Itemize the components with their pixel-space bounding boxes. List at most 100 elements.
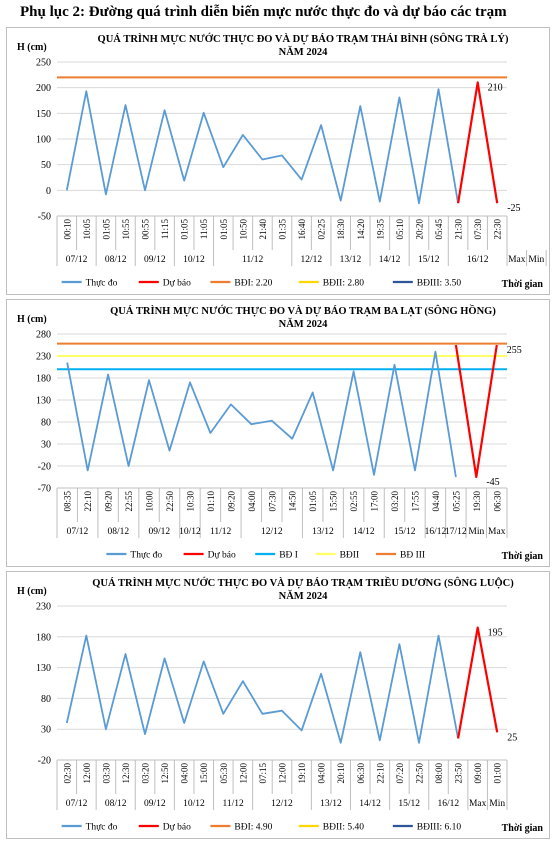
date-group-label: 10/12 xyxy=(179,527,201,537)
legend-item: BĐII xyxy=(340,551,360,561)
legend-item: Dự báo xyxy=(163,279,191,289)
chart-subtitle: NĂM 2024 xyxy=(279,590,328,602)
x-tick-label: 17:55 xyxy=(410,491,420,512)
y-tick-label: 50 xyxy=(41,160,51,171)
legend-item: Thực đo xyxy=(86,279,118,289)
x-tick-label: 22:30 xyxy=(493,219,503,240)
date-group-label: 11/12 xyxy=(222,799,244,809)
chart-svg-thai-binh: QUÁ TRÌNH MỰC NƯỚC THỰC ĐO VÀ DỰ BÁO TRẠ… xyxy=(17,32,547,290)
x-tick-label: 23:50 xyxy=(454,763,464,784)
x-tick-label: 18:30 xyxy=(336,219,346,240)
x-tick-label: 05:45 xyxy=(434,219,444,240)
date-group-label: Min xyxy=(468,527,484,537)
x-tick-label: 15:00 xyxy=(199,763,209,784)
x-tick-label: 01:05 xyxy=(219,219,229,240)
x-tick-label: 03:20 xyxy=(390,491,400,512)
date-group-label: 13/12 xyxy=(340,255,362,265)
data-label: 210 xyxy=(488,83,503,94)
y-tick-label: 0 xyxy=(46,186,51,197)
y-tick-label: -50 xyxy=(38,212,51,223)
x-tick-label: 09:00 xyxy=(473,763,483,784)
date-group-label: 11/12 xyxy=(242,255,264,265)
x-tick-label: 12:00 xyxy=(278,763,288,784)
x-tick-label: 01:05 xyxy=(180,219,190,240)
series-line xyxy=(65,634,459,744)
x-tick-label: 00:10 xyxy=(62,219,72,240)
x-tick-label: 03:20 xyxy=(141,763,151,784)
page-title: Phụ lục 2: Đường quá trình diễn biến mực… xyxy=(20,4,507,20)
x-tick-label: 22:10 xyxy=(83,491,93,512)
y-tick-label: 30 xyxy=(41,725,51,736)
chart-panel-trieu-duong: QUÁ TRÌNH MỰC NƯỚC THỰC ĐO VÀ DỰ BÁO TRẠ… xyxy=(6,571,550,839)
y-tick-label: -70 xyxy=(38,484,51,495)
series-line xyxy=(454,344,498,479)
x-tick-label: 09:20 xyxy=(226,491,236,512)
data-label: 195 xyxy=(488,628,503,639)
y-tick-label: 180 xyxy=(36,374,51,385)
date-group-label: 08/12 xyxy=(108,527,130,537)
x-tick-label: 14:20 xyxy=(356,219,366,240)
date-group-label: 17/12 xyxy=(445,527,467,537)
x-tick-label: 19:10 xyxy=(297,763,307,784)
legend-item: BĐII: 2.80 xyxy=(323,279,364,289)
chart-title: QUÁ TRÌNH MỰC NƯỚC THỰC ĐO VÀ DỰ BÁO TRẠ… xyxy=(92,576,514,589)
y-axis-label: H (cm) xyxy=(17,42,47,53)
date-group-label: 12/12 xyxy=(301,255,323,265)
x-tick-label: 11:15 xyxy=(160,219,170,240)
x-tick-label: 05:25 xyxy=(451,491,461,512)
date-group-label: 16/12 xyxy=(437,799,459,809)
x-tick-label: 12:50 xyxy=(160,763,170,784)
x-tick-label: 01:10 xyxy=(206,491,216,512)
x-tick-label: 19:35 xyxy=(375,219,385,240)
y-tick-label: 200 xyxy=(36,83,51,94)
x-tick-label: 16:40 xyxy=(297,219,307,240)
x-tick-label: 10:50 xyxy=(238,219,248,240)
x-tick-label: 02:25 xyxy=(317,219,327,240)
chart-panel-thai-binh: QUÁ TRÌNH MỰC NƯỚC THỰC ĐO VÀ DỰ BÁO TRẠ… xyxy=(6,27,550,295)
x-tick-label: 10:55 xyxy=(121,219,131,240)
y-tick-label: 250 xyxy=(36,58,51,69)
series-line xyxy=(66,350,457,478)
x-tick-label: 11:05 xyxy=(199,219,209,240)
legend-item: BĐIII: 3.50 xyxy=(417,279,462,289)
chart-svg-trieu-duong: QUÁ TRÌNH MỰC NƯỚC THỰC ĐO VÀ DỰ BÁO TRẠ… xyxy=(17,576,543,834)
x-tick-label: 01:05 xyxy=(308,491,318,512)
legend-item: BĐI: 2.20 xyxy=(234,279,272,289)
x-tick-label: 12:30 xyxy=(121,763,131,784)
x-tick-label: 22:50 xyxy=(165,491,175,512)
date-group-label: 12/12 xyxy=(271,799,293,809)
y-tick-label: 130 xyxy=(36,663,51,674)
series-line xyxy=(65,88,459,205)
x-tick-label: 22:10 xyxy=(375,763,385,784)
y-tick-label: 30 xyxy=(41,440,51,451)
date-group-label: 16/12 xyxy=(467,255,489,265)
date-group-label: 13/12 xyxy=(320,799,342,809)
chart-title: QUÁ TRÌNH MỰC NƯỚC THỰC ĐO VÀ DỰ BÁO TRẠ… xyxy=(110,304,496,317)
y-tick-label: 80 xyxy=(41,694,51,705)
y-tick-label: 180 xyxy=(36,632,51,643)
date-group-label: 14/12 xyxy=(353,527,375,537)
date-group-label: 13/12 xyxy=(312,527,334,537)
date-group-label: 09/12 xyxy=(148,527,170,537)
y-tick-label: -20 xyxy=(38,756,51,767)
date-group-label: 15/12 xyxy=(398,799,420,809)
series-line xyxy=(457,626,499,739)
y-axis-label: H (cm) xyxy=(17,314,47,325)
date-group-label: 15/12 xyxy=(394,527,416,537)
x-tick-label: 00:55 xyxy=(141,219,151,240)
date-group-label: Min xyxy=(528,255,544,265)
data-label: 255 xyxy=(507,345,522,356)
x-tick-label: 09:20 xyxy=(104,491,114,512)
x-tick-label: 03:30 xyxy=(101,763,111,784)
y-tick-label: 230 xyxy=(36,602,51,613)
x-tick-label: 05:30 xyxy=(219,763,229,784)
data-label: -45 xyxy=(486,477,499,488)
x-tick-label: 10:30 xyxy=(185,491,195,512)
x-tick-label: 07:30 xyxy=(473,219,483,240)
date-group-label: 12/12 xyxy=(261,527,283,537)
date-group-label: 09/12 xyxy=(144,799,166,809)
date-group-label: 10/12 xyxy=(183,255,205,265)
x-tick-label: 04:00 xyxy=(180,763,190,784)
legend-item: Thực đo xyxy=(130,551,162,561)
y-tick-label: 150 xyxy=(36,109,51,120)
